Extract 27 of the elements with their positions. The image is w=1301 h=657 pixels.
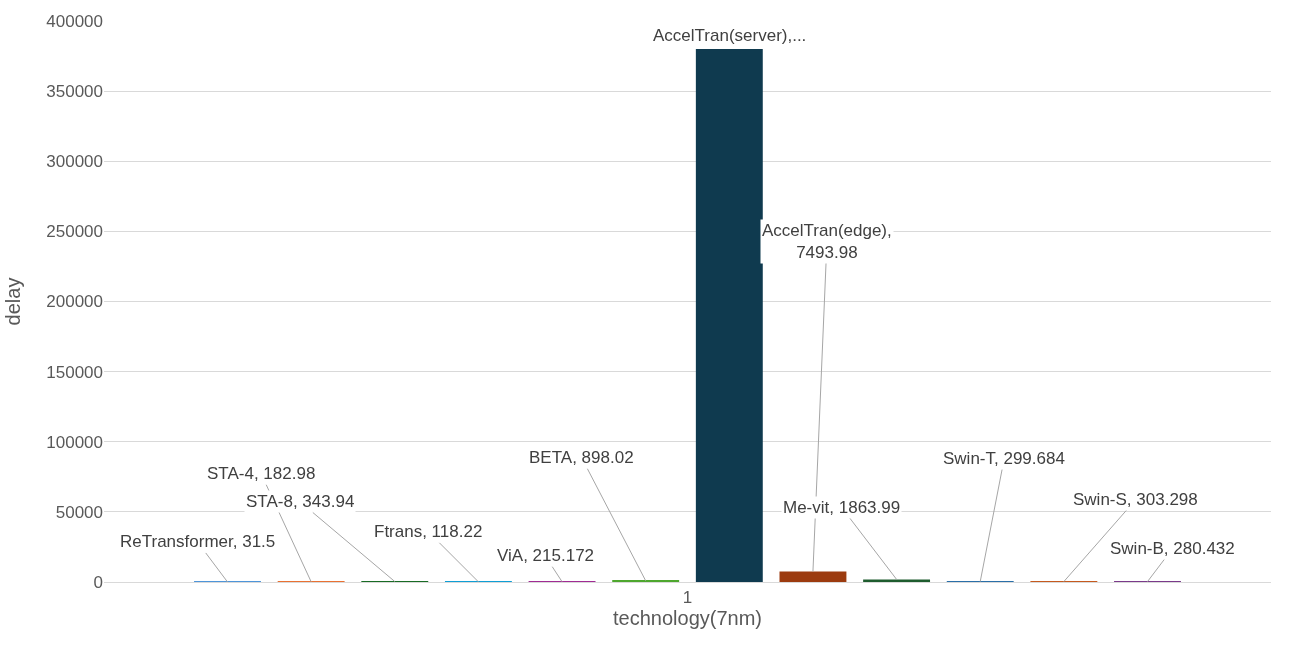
data-label: Swin-B, 280.432 bbox=[1110, 539, 1235, 558]
data-label: Ftrans, 118.22 bbox=[374, 522, 483, 541]
data-label: STA-4, 182.98 bbox=[207, 464, 316, 483]
y-tick-label: 150000 bbox=[46, 362, 103, 382]
bar bbox=[695, 49, 763, 582]
data-label: STA-8, 343.94 bbox=[246, 492, 355, 511]
y-tick-label: 250000 bbox=[46, 222, 103, 242]
y-tick-label: 50000 bbox=[55, 502, 103, 522]
y-axis-title: delay bbox=[1, 277, 24, 326]
data-label: BETA, 898.02 bbox=[529, 448, 634, 467]
data-label: AccelTran(server),... bbox=[653, 26, 807, 45]
bar bbox=[779, 571, 847, 582]
data-label: Swin-T, 299.684 bbox=[943, 449, 1065, 468]
data-label: Me-vit, 1863.99 bbox=[783, 498, 901, 517]
data-label: AccelTran(edge), 7493.98 bbox=[762, 221, 892, 263]
data-label: Swin-S, 303.298 bbox=[1073, 490, 1198, 509]
data-label: ReTransformer, 31.5 bbox=[120, 532, 276, 551]
x-tick-label: 1 bbox=[682, 588, 693, 608]
y-tick-label: 200000 bbox=[46, 292, 103, 312]
bar bbox=[863, 579, 931, 582]
y-tick-label: 350000 bbox=[46, 82, 103, 102]
y-tick-label: 300000 bbox=[46, 152, 103, 172]
y-tick-label: 400000 bbox=[46, 11, 103, 31]
data-label: ViA, 215.172 bbox=[497, 546, 595, 565]
x-axis-title: technology(7nm) bbox=[613, 607, 762, 630]
y-tick-label: 0 bbox=[93, 572, 103, 592]
y-tick-label: 100000 bbox=[46, 432, 103, 452]
